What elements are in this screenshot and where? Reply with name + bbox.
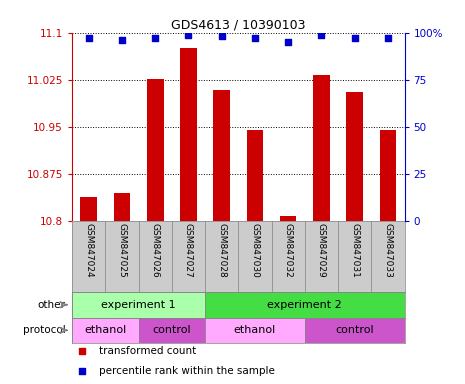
Text: GSM847025: GSM847025 (118, 223, 126, 278)
Bar (313, 75, 330, 221)
Text: GSM847029: GSM847029 (317, 223, 326, 278)
Text: protocol: protocol (23, 325, 66, 335)
Text: GSM847031: GSM847031 (350, 223, 359, 278)
Bar (213, 91, 230, 221)
Bar (246, 130, 263, 221)
Bar (346, 93, 363, 221)
Point (285, 39, 292, 45)
Bar (139, 318, 205, 343)
Text: GSM847024: GSM847024 (84, 223, 93, 278)
Text: GSM847026: GSM847026 (151, 223, 159, 278)
Text: control: control (153, 325, 191, 335)
Point (85, 35, 93, 41)
Bar (280, 216, 297, 221)
Bar (72, 318, 139, 343)
Point (78, 348, 86, 354)
Text: ethanol: ethanol (234, 325, 276, 335)
Point (251, 35, 259, 41)
Point (152, 35, 159, 41)
Point (78, 367, 86, 374)
Point (118, 37, 126, 43)
Point (351, 35, 359, 41)
Bar (180, 48, 197, 221)
Bar (205, 318, 305, 343)
Bar (205, 292, 405, 318)
Bar (72, 292, 205, 318)
Text: GSM847030: GSM847030 (251, 223, 259, 278)
Text: GSM847033: GSM847033 (384, 223, 392, 278)
Bar (379, 130, 396, 221)
Text: control: control (335, 325, 374, 335)
Text: ethanol: ethanol (84, 325, 126, 335)
Point (218, 33, 226, 40)
Text: experiment 2: experiment 2 (267, 300, 342, 310)
Text: GSM847032: GSM847032 (284, 223, 292, 278)
Bar (113, 193, 130, 221)
Point (384, 35, 392, 41)
Text: percentile rank within the sample: percentile rank within the sample (99, 366, 274, 376)
Bar (147, 78, 164, 221)
Bar (80, 197, 97, 221)
Text: other: other (38, 300, 66, 310)
Title: GDS4613 / 10390103: GDS4613 / 10390103 (171, 18, 306, 31)
Text: GSM847028: GSM847028 (217, 223, 226, 278)
Point (318, 31, 325, 38)
Text: transformed count: transformed count (99, 346, 196, 356)
Text: GSM847027: GSM847027 (184, 223, 193, 278)
Text: experiment 1: experiment 1 (101, 300, 176, 310)
Point (185, 31, 192, 38)
Bar (305, 318, 405, 343)
